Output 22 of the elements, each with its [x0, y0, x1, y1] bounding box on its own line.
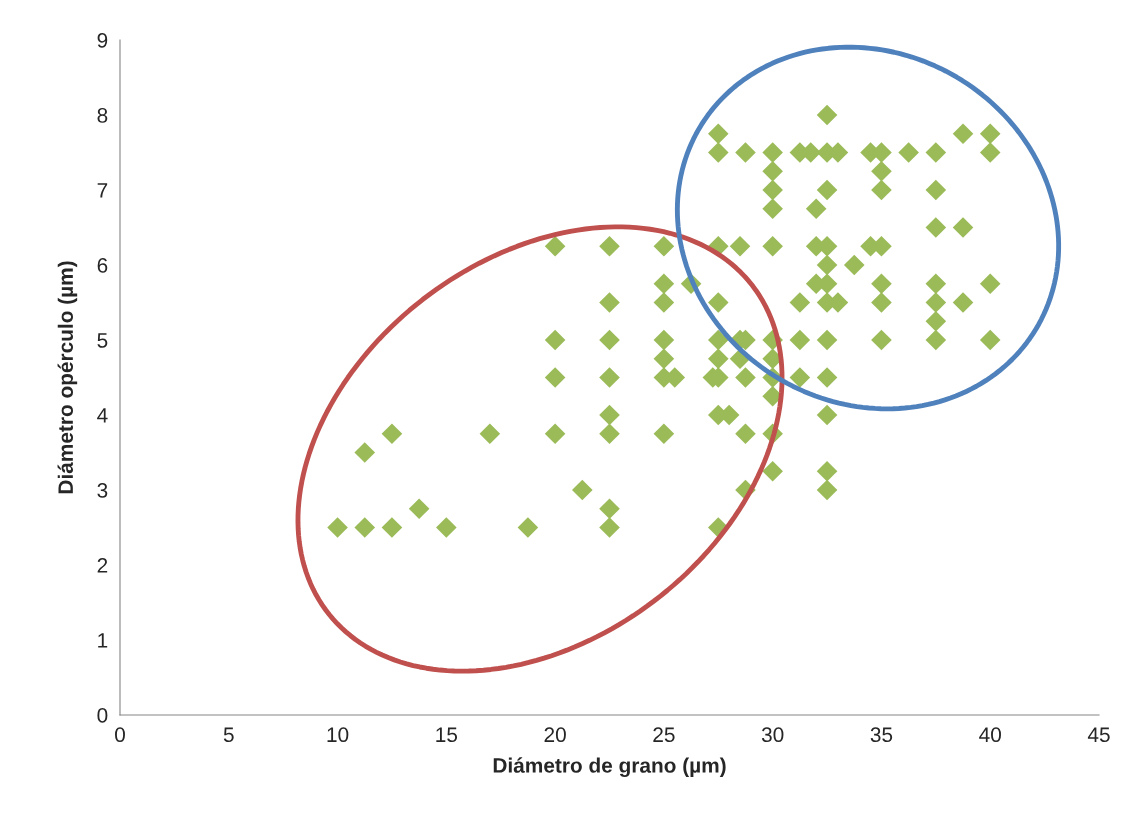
y-tick-label: 0 [97, 708, 108, 723]
y-axis-title: Diámetro opérculo (µm) [57, 261, 78, 494]
y-tick-label: 4 [97, 408, 108, 423]
y-tick-label: 3 [97, 483, 108, 498]
x-tick-label: 25 [653, 727, 675, 743]
x-tick-label: 15 [436, 727, 458, 743]
x-tick-label: 20 [544, 727, 566, 743]
x-tick-label: 0 [115, 727, 125, 743]
x-tick-label: 35 [870, 727, 893, 743]
y-tick-label: 7 [97, 183, 108, 198]
y-tick-label: 9 [97, 33, 108, 48]
y-tick-label: 5 [97, 333, 108, 348]
y-tick-label: 6 [97, 258, 108, 273]
x-axis-title: Diámetro de grano (µm) [493, 757, 726, 778]
x-tick-label: 10 [327, 727, 349, 743]
y-tick-label: 2 [97, 558, 108, 573]
x-tick-label: 40 [979, 727, 1001, 743]
x-tick-label: 5 [223, 727, 234, 743]
x-tick-label: 45 [1087, 727, 1110, 743]
y-tick-label: 1 [98, 633, 108, 648]
y-tick-label: 8 [97, 108, 108, 123]
x-tick-label: 30 [761, 727, 784, 743]
